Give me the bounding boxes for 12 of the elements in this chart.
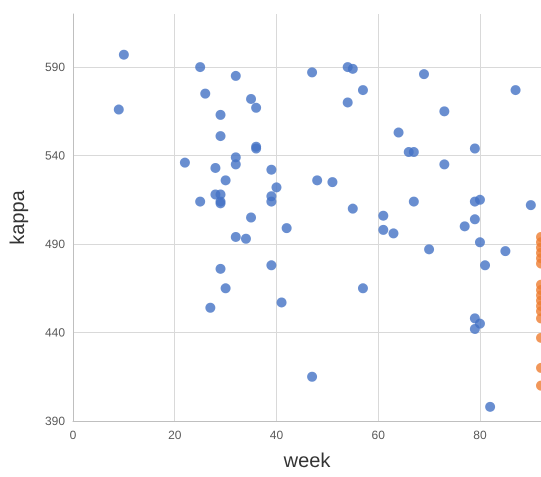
- y-axis-title: kappa: [7, 189, 29, 245]
- x-tick-label: 0: [70, 428, 77, 442]
- y-tick-label: 440: [44, 326, 66, 340]
- x-tick-label: 80: [473, 428, 487, 442]
- y-tick-label: 540: [44, 148, 66, 163]
- x-axis-title: week: [282, 450, 332, 472]
- x-tick-label: 60: [372, 428, 386, 442]
- y-tick-label: 590: [44, 60, 66, 74]
- y-tick-label: 390: [44, 414, 66, 428]
- y-tick-label: 490: [44, 237, 66, 252]
- x-tick-label: 20: [168, 428, 182, 442]
- x-tick-label: 40: [270, 428, 284, 442]
